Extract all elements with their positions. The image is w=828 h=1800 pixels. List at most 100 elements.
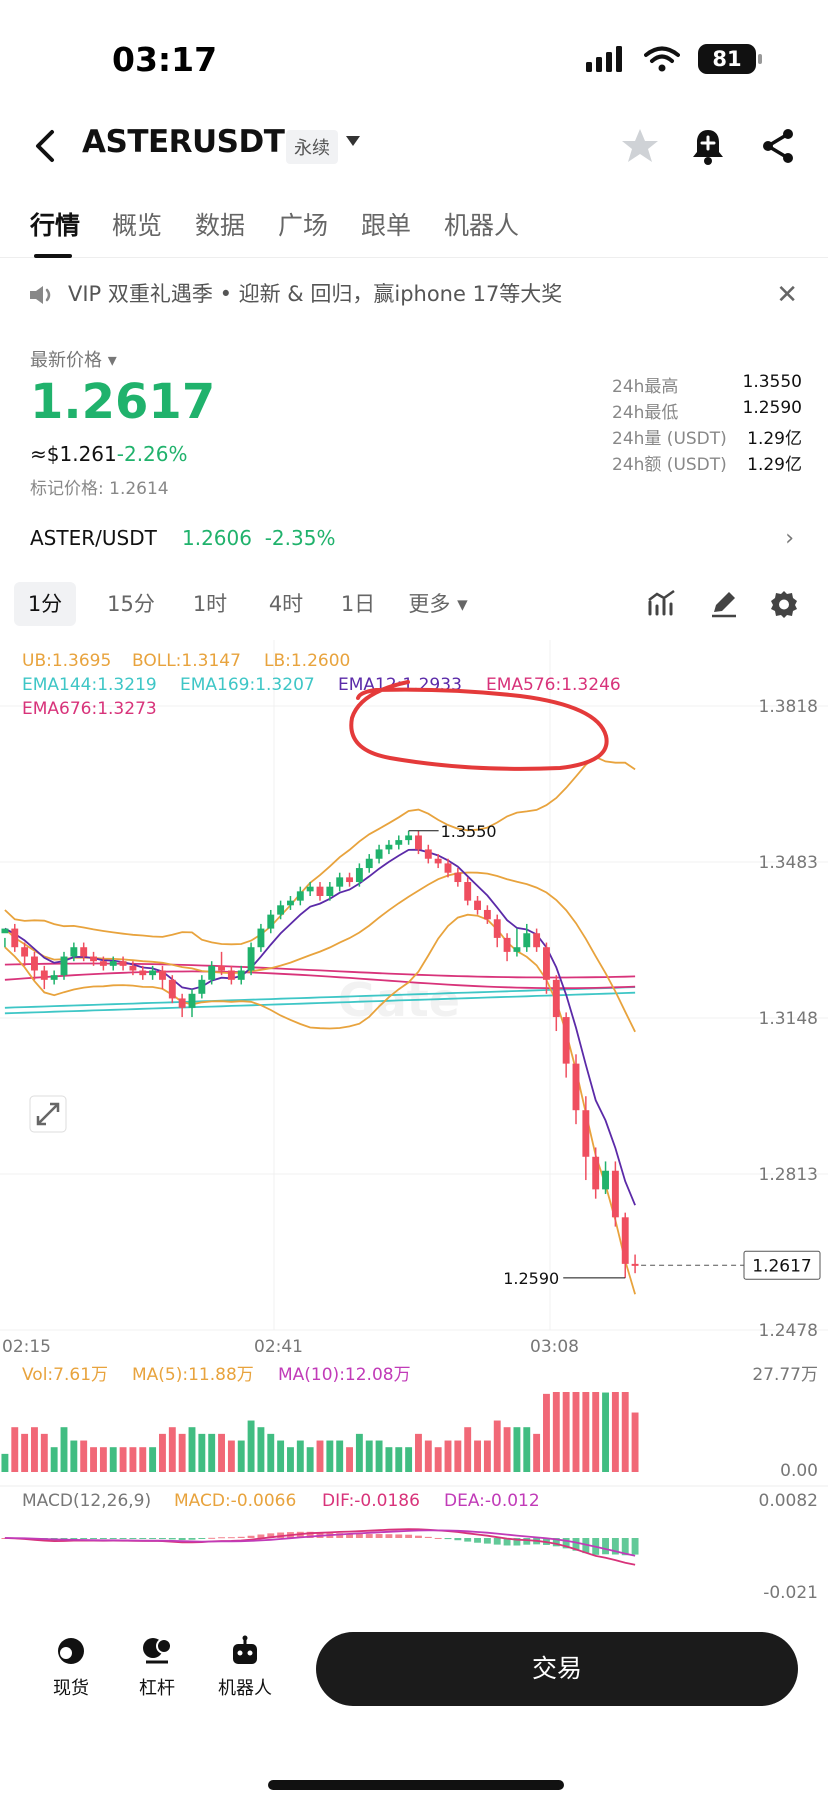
expand-icon[interactable] [29,1095,67,1133]
chevron-right-icon[interactable]: › [785,526,794,551]
candle-body [129,965,137,971]
volume-bar [316,1440,324,1472]
legend-ema144: EMA144:1.3219 [22,675,157,695]
nav-robot[interactable]: 机器人 [210,1634,280,1700]
tab-overview[interactable]: 概览 [112,211,163,240]
volume-bar [257,1427,265,1472]
candle-body [277,905,285,915]
volume-legend: Vol:7.61万 MA(5):11.88万 MA(10):12.08万 27.… [22,1365,818,1481]
macd-bar [188,1538,196,1540]
spot-pair-row[interactable]: ASTER/USDT 1.2606 -2.35% › [0,520,828,560]
tab-bots[interactable]: 机器人 [444,211,520,240]
spot-icon [58,1638,84,1664]
macd-bar [247,1535,255,1538]
macd-legend: MACD(12,26,9) MACD:-0.0066 DIF:-0.0186 D… [22,1491,818,1603]
star-icon[interactable] [618,124,662,168]
volume-bar [21,1433,29,1472]
volume-bar [552,1392,560,1472]
macd-bar [464,1538,472,1542]
timeframe-15m[interactable]: 15分 [107,592,155,616]
volume-bar [543,1393,550,1472]
legend-lb: LB:1.2600 [264,651,350,671]
tab-market[interactable]: 行情 [30,211,81,240]
tab-data[interactable]: 数据 [195,211,246,240]
macd-bar [405,1534,413,1538]
volume-bar [40,1433,48,1472]
volume-bar [474,1440,481,1472]
draw-pen-icon[interactable] [708,588,740,620]
macd-bar [582,1538,590,1554]
volume-bar [31,1427,38,1472]
macd-bar [602,1538,609,1555]
macd-bar [149,1538,157,1539]
candle-body [464,882,472,901]
candle-body [434,858,442,864]
legend-ub: UB:1.3695 [22,651,111,671]
macd-bar [424,1536,432,1538]
volume-bar [178,1433,186,1472]
volume-bar [287,1447,294,1472]
candle-body [198,979,206,994]
candle-body [227,970,235,980]
nav-margin[interactable]: 杠杆 [122,1634,192,1700]
macd-bar [139,1538,147,1539]
share-icon[interactable] [756,124,800,168]
volume-bar [405,1447,413,1472]
candle-body [90,956,97,962]
volume-bar [434,1447,442,1472]
volume-bar [129,1447,137,1472]
volume-bar [355,1433,363,1472]
timeframe-1d[interactable]: 1日 [340,592,376,616]
settings-gear-icon[interactable] [768,588,800,620]
macd-bar [267,1533,275,1538]
tab-square[interactable]: 广场 [278,211,329,240]
timeframe-1h[interactable]: 1时 [192,592,228,616]
latest-price-label[interactable]: 最新价格 ▾ [30,350,117,371]
candle-body [602,1170,609,1190]
close-icon[interactable]: ✕ [776,280,798,310]
candle-body [365,858,373,869]
macd-bar [159,1538,166,1539]
trade-button[interactable]: 交易 [316,1632,798,1706]
bell-plus-icon[interactable] [686,124,730,168]
volume-bar [493,1420,501,1472]
volume-bar [198,1433,206,1472]
macd-bar [621,1538,629,1556]
caret-down-icon[interactable] [344,134,362,148]
candle-body [306,886,314,892]
macd-bar [257,1534,265,1538]
volume-bar [415,1433,422,1472]
bottom-trade-bar: 现货 杠杆 机器人 交易 [0,1610,828,1720]
volume-bar [454,1440,462,1472]
macd-bar [483,1538,491,1544]
back-icon[interactable] [26,124,66,168]
price-chart[interactable]: UB:1.3695 BOLL:1.3147 LB:1.2600 EMA144:1… [0,640,828,1640]
candle-body [562,1017,570,1064]
indicator-icon[interactable] [646,588,678,620]
promo-banner[interactable]: VIP 双重礼遇季 • 迎新 & 回归，赢iphone 17等大奖 ✕ [0,270,828,320]
home-indicator [268,1780,564,1790]
nav-spot[interactable]: 现货 [36,1634,106,1700]
spot-pair-name: ASTER/USDT [30,526,157,550]
timeframe-1m[interactable]: 1分 [14,582,76,626]
candle-body [80,947,88,957]
last-price: 1.2617 [30,374,216,430]
volume-bar [513,1427,521,1472]
tab-copy-trading[interactable]: 跟单 [361,211,412,240]
volume-bar [1,1453,9,1472]
price-markers: 1.3550 1.2590 1.2617 [408,822,821,1288]
volume-max-label: 27.77万 [752,1365,818,1385]
spot-price: 1.2606 -2.35% [182,526,336,550]
pair-header: ASTERUSDT 永续 [0,110,828,186]
volume-bar [188,1427,196,1472]
candle-body [474,900,481,910]
timeframe-4h[interactable]: 4时 [268,592,304,616]
volume-bar [523,1427,531,1472]
candle-body [513,947,521,952]
candle-body [572,1063,580,1111]
candle-body [237,970,245,980]
candle-body [60,956,68,976]
pair-title[interactable]: ASTERUSDT [82,124,285,160]
timeframe-more[interactable]: 更多 ▾ [408,592,468,616]
usd-price: ≈$1.261-2.26% [30,442,188,466]
